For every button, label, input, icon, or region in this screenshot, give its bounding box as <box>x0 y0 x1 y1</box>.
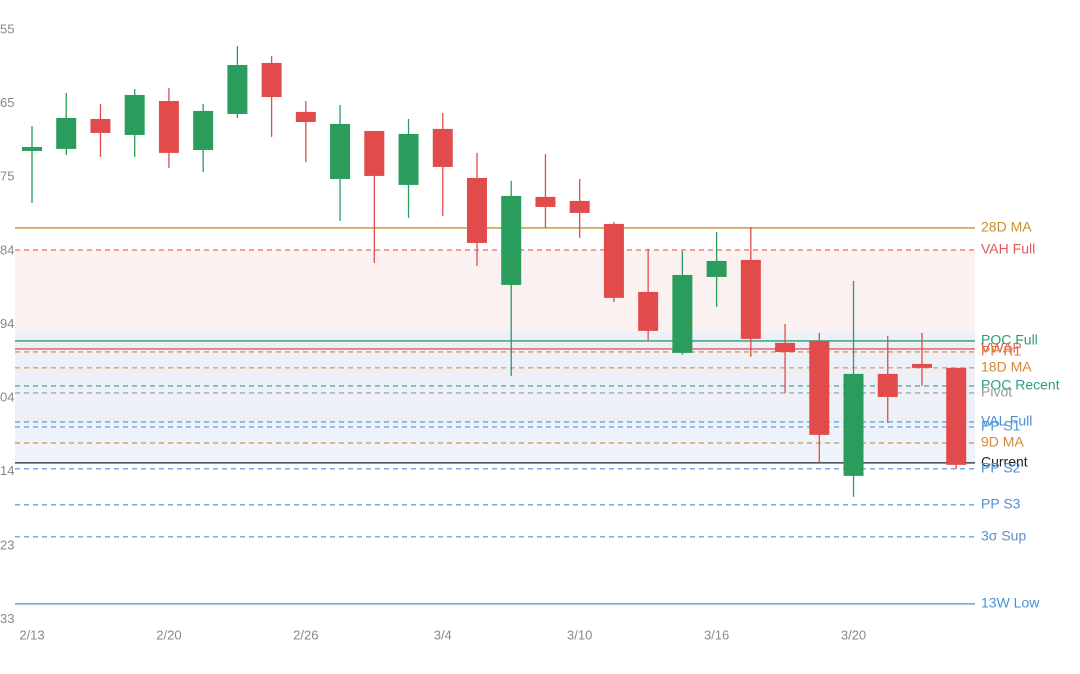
x-tick-label: 3/10 <box>567 627 592 642</box>
candle-body <box>90 118 111 133</box>
candle-body <box>364 130 385 176</box>
candle-body <box>672 274 693 353</box>
level-label: PP R1 <box>981 343 1021 359</box>
level-label: Pivot <box>981 384 1012 400</box>
x-tick-label: 2/13 <box>19 627 44 642</box>
y-tick-label: 04 <box>0 390 14 405</box>
level-label: 18D MA <box>981 359 1032 375</box>
level-label: POC Full <box>981 332 1038 348</box>
candle-body <box>946 367 967 465</box>
candle-body <box>569 200 590 213</box>
y-tick-label: 14 <box>0 463 14 478</box>
level-label: POC Recent <box>981 377 1060 393</box>
candle-body <box>398 133 419 185</box>
candle-body <box>877 373 898 397</box>
candle-body <box>809 340 830 435</box>
candle-body <box>466 177 487 243</box>
candle-body <box>432 128 453 167</box>
candle-body <box>843 373 864 476</box>
y-tick-label: 65 <box>0 95 14 110</box>
y-tick-label: 55 <box>0 21 14 36</box>
candle-body <box>330 123 351 179</box>
level-label: PP S3 <box>981 496 1021 512</box>
candle-body <box>535 196 556 207</box>
candle-body <box>261 62 282 97</box>
candle-body <box>775 342 796 352</box>
candle-body <box>158 100 179 153</box>
level-label: 28D MA <box>981 219 1032 235</box>
candle-body <box>501 195 522 285</box>
level-label: VAH Full <box>981 241 1035 257</box>
y-tick-label: 33 <box>0 611 14 626</box>
level-label: PP S1 <box>981 418 1021 434</box>
y-tick-label: 75 <box>0 168 14 183</box>
candle-body <box>740 259 761 339</box>
candle-body <box>56 117 77 149</box>
level-label: Current <box>981 454 1028 470</box>
candle-body <box>227 64 248 114</box>
candle-body <box>638 291 659 331</box>
candle-body <box>193 110 214 150</box>
level-label: VAL Full <box>981 413 1032 429</box>
y-tick-label: 84 <box>0 243 14 258</box>
level-label: VWAP <box>981 340 1022 356</box>
candle-body <box>706 260 727 277</box>
level-label: 9D MA <box>981 434 1024 450</box>
candle-body <box>22 146 42 151</box>
candle-body <box>603 223 624 298</box>
level-label: PP S2 <box>981 460 1021 476</box>
candle-body <box>911 363 932 368</box>
candle-body <box>124 94 145 135</box>
y-tick-label: 23 <box>0 537 14 552</box>
x-tick-label: 3/20 <box>841 627 866 642</box>
level-label: 13W Low <box>981 595 1040 611</box>
x-tick-label: 2/20 <box>156 627 181 642</box>
level-label: 3σ Sup <box>981 528 1026 544</box>
candle-body <box>295 111 316 122</box>
y-tick-label: 94 <box>0 316 14 331</box>
x-tick-label: 3/4 <box>434 627 452 642</box>
x-tick-label: 3/16 <box>704 627 729 642</box>
x-tick-label: 2/26 <box>293 627 318 642</box>
